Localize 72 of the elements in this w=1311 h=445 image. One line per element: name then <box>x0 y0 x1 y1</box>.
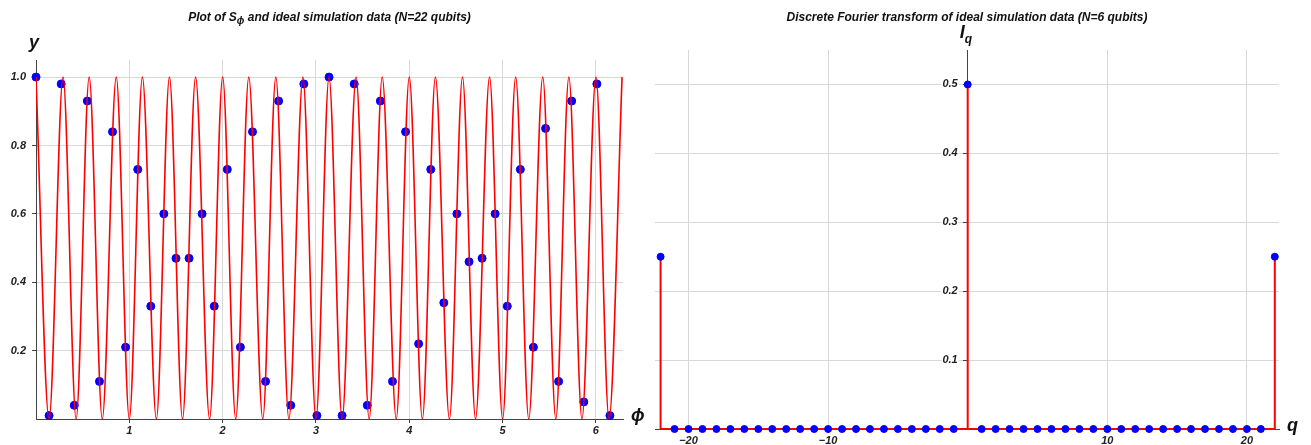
chart-title: Discrete Fourier transform of ideal simulation data (N=6 qubits) <box>786 10 1148 24</box>
point <box>1256 425 1265 433</box>
x-tick-label: 5 <box>499 423 507 436</box>
point <box>782 425 791 433</box>
point <box>1047 425 1056 433</box>
point <box>670 425 679 433</box>
y-tick-label: 0.6 <box>10 206 27 219</box>
point <box>991 425 1000 433</box>
point <box>1019 425 1028 433</box>
y-axis-title: I$_{q}$ <box>959 22 973 46</box>
y-tick-label: 0.3 <box>942 215 958 228</box>
point <box>1242 425 1251 433</box>
point <box>935 425 944 433</box>
x-axis-title: q <box>1287 415 1298 436</box>
y-axis-title: y <box>29 32 40 53</box>
point <box>1159 425 1168 433</box>
point <box>1117 425 1126 433</box>
point <box>865 425 874 433</box>
point <box>1089 425 1098 433</box>
point <box>684 425 693 433</box>
y-tick-label: 0.5 <box>942 77 959 90</box>
point <box>977 425 986 433</box>
point <box>879 425 888 433</box>
x-tick-label: 3 <box>312 423 320 436</box>
point <box>1103 425 1112 433</box>
point <box>1075 425 1084 433</box>
y-tick-label: 0.1 <box>942 353 958 366</box>
point <box>893 425 902 433</box>
point <box>1201 425 1210 433</box>
point <box>1173 425 1182 433</box>
chart-title: Plot of S$_{ϕ}$ and ideal simulation data (N=22 qubits) <box>188 10 471 27</box>
point <box>1005 425 1014 433</box>
point <box>1270 252 1279 261</box>
point <box>1187 425 1196 433</box>
point <box>31 72 41 82</box>
point <box>824 425 833 433</box>
point <box>963 80 972 89</box>
point <box>712 425 721 433</box>
point <box>1145 425 1154 433</box>
y-tick-label: 0.2 <box>10 343 26 356</box>
point <box>726 425 735 433</box>
point <box>796 425 805 433</box>
point <box>838 425 847 433</box>
x-tick-label: 6 <box>592 423 600 436</box>
point <box>810 425 819 433</box>
x-tick-label: 20 <box>1239 433 1254 445</box>
point <box>907 425 916 433</box>
point <box>1033 425 1042 433</box>
point <box>852 425 861 433</box>
x-tick-label: 2 <box>218 423 226 436</box>
y-tick-label: 0.4 <box>10 275 26 288</box>
x-tick-label: −20 <box>679 433 699 445</box>
point <box>740 425 749 433</box>
x-tick-label: 10 <box>1101 433 1115 445</box>
point <box>1061 425 1070 433</box>
point <box>698 425 707 433</box>
point <box>921 425 930 433</box>
y-tick-label: 0.8 <box>10 138 27 151</box>
y-tick-label: 0.2 <box>942 284 958 297</box>
x-tick-label: 1 <box>126 423 133 436</box>
y-tick-label: 0.4 <box>942 146 958 159</box>
point <box>1214 425 1223 433</box>
y-tick-label: 1.0 <box>10 70 27 83</box>
point <box>1228 425 1237 433</box>
point <box>656 252 665 261</box>
point <box>949 425 958 433</box>
point <box>768 425 777 433</box>
point <box>1131 425 1140 433</box>
point <box>754 425 763 433</box>
x-axis-title: ϕ <box>631 405 645 426</box>
x-tick-label: 4 <box>405 423 413 436</box>
x-tick-label: −10 <box>818 433 839 445</box>
